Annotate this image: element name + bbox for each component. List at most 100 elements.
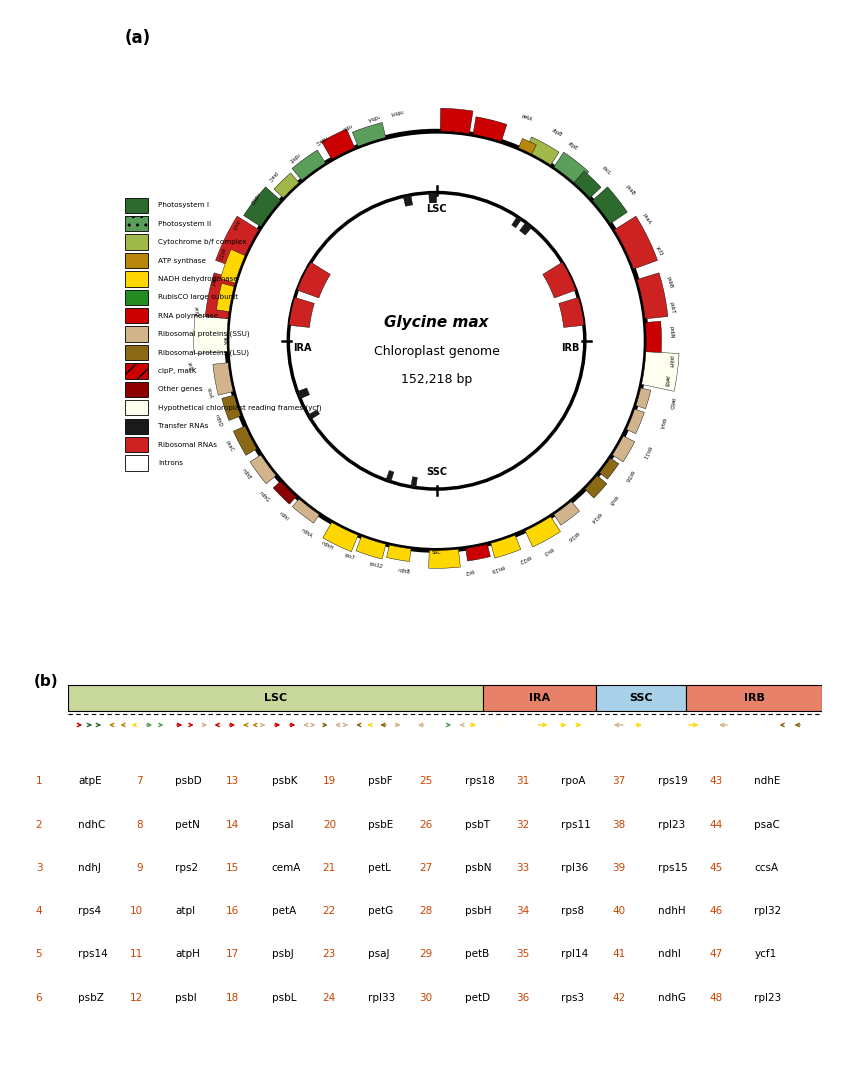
Text: ndhH: ndhH bbox=[389, 109, 403, 115]
Polygon shape bbox=[592, 186, 627, 224]
Text: rps8: rps8 bbox=[562, 906, 585, 916]
Text: psbH: psbH bbox=[465, 906, 491, 916]
Text: ndhA: ndhA bbox=[366, 113, 379, 121]
Bar bbox=[125, 252, 148, 268]
Text: Glycine max: Glycine max bbox=[384, 315, 489, 330]
Bar bbox=[125, 216, 148, 231]
Text: rpl22: rpl22 bbox=[518, 554, 532, 563]
Text: rpl14: rpl14 bbox=[589, 511, 602, 524]
Polygon shape bbox=[645, 322, 662, 360]
Text: LSC: LSC bbox=[264, 692, 288, 703]
Text: psbH: psbH bbox=[668, 355, 674, 367]
Text: 25: 25 bbox=[419, 776, 432, 786]
Polygon shape bbox=[217, 283, 234, 312]
Text: 3: 3 bbox=[36, 863, 42, 873]
Text: psaI: psaI bbox=[271, 820, 293, 830]
Bar bbox=[125, 419, 148, 433]
Text: IRB: IRB bbox=[562, 343, 580, 353]
Polygon shape bbox=[411, 477, 418, 488]
Polygon shape bbox=[627, 409, 645, 433]
Polygon shape bbox=[559, 297, 584, 327]
Text: ycf3: ycf3 bbox=[655, 245, 663, 257]
Text: psbK: psbK bbox=[271, 776, 297, 786]
Text: ycf1: ycf1 bbox=[187, 361, 193, 372]
Polygon shape bbox=[473, 117, 507, 142]
Text: petA: petA bbox=[271, 906, 296, 916]
Text: ATP synthase: ATP synthase bbox=[158, 258, 206, 263]
Text: ndhI: ndhI bbox=[278, 511, 289, 522]
Text: petN: petN bbox=[175, 820, 200, 830]
Text: LSC: LSC bbox=[426, 204, 447, 214]
Text: Photosystem II: Photosystem II bbox=[158, 220, 211, 227]
Text: NADH dehydrogenase: NADH dehydrogenase bbox=[158, 276, 238, 282]
Polygon shape bbox=[323, 522, 358, 552]
Circle shape bbox=[288, 193, 585, 489]
Text: ndhE: ndhE bbox=[241, 468, 252, 480]
Polygon shape bbox=[519, 138, 537, 154]
Text: psbB: psbB bbox=[666, 276, 674, 290]
Text: 19: 19 bbox=[323, 776, 336, 786]
Polygon shape bbox=[274, 173, 299, 198]
Text: rpl32: rpl32 bbox=[217, 247, 226, 261]
Text: ndhG: ndhG bbox=[657, 993, 686, 1002]
Polygon shape bbox=[386, 471, 394, 481]
Polygon shape bbox=[292, 150, 325, 180]
Polygon shape bbox=[213, 363, 233, 395]
Text: 36: 36 bbox=[516, 993, 529, 1002]
Text: 33: 33 bbox=[516, 863, 529, 873]
Polygon shape bbox=[543, 262, 576, 298]
Bar bbox=[125, 381, 148, 397]
Text: atpH: atpH bbox=[175, 949, 200, 960]
Text: 35: 35 bbox=[516, 949, 529, 960]
Text: ndhJ: ndhJ bbox=[79, 863, 101, 873]
Text: Ribosomal RNAs: Ribosomal RNAs bbox=[158, 442, 217, 447]
Polygon shape bbox=[403, 195, 413, 207]
Text: rps4: rps4 bbox=[79, 906, 102, 916]
Text: rpl32: rpl32 bbox=[754, 906, 782, 916]
Text: psbL: psbL bbox=[271, 993, 296, 1002]
Polygon shape bbox=[322, 129, 354, 160]
Text: IRA: IRA bbox=[529, 692, 550, 703]
Circle shape bbox=[330, 233, 544, 448]
Polygon shape bbox=[525, 137, 559, 165]
Polygon shape bbox=[244, 186, 281, 227]
Text: rps3: rps3 bbox=[562, 993, 585, 1002]
Text: 5: 5 bbox=[36, 949, 42, 960]
Polygon shape bbox=[250, 455, 276, 484]
Text: ndhI: ndhI bbox=[657, 949, 681, 960]
Text: (a): (a) bbox=[125, 29, 151, 47]
Text: ccsA: ccsA bbox=[230, 218, 240, 230]
Text: 2: 2 bbox=[36, 820, 42, 830]
Text: rpoA: rpoA bbox=[658, 416, 667, 429]
Text: 28: 28 bbox=[419, 906, 432, 916]
Polygon shape bbox=[356, 537, 386, 559]
Polygon shape bbox=[297, 388, 310, 398]
Text: 24: 24 bbox=[323, 993, 336, 1002]
Text: petL: petL bbox=[368, 863, 391, 873]
Text: 26: 26 bbox=[419, 820, 432, 830]
Polygon shape bbox=[429, 193, 437, 203]
Text: rps14: rps14 bbox=[79, 949, 108, 960]
Polygon shape bbox=[636, 388, 651, 409]
Text: Other genes: Other genes bbox=[158, 387, 203, 392]
Text: rbcL: rbcL bbox=[601, 165, 612, 177]
Text: Transfer RNAs: Transfer RNAs bbox=[158, 423, 208, 429]
Polygon shape bbox=[574, 171, 601, 198]
Circle shape bbox=[181, 85, 693, 596]
Text: 40: 40 bbox=[613, 906, 626, 916]
Text: 34: 34 bbox=[516, 906, 529, 916]
Text: LSC: LSC bbox=[432, 126, 441, 131]
Text: psaA: psaA bbox=[642, 213, 652, 226]
Text: Cytochrome b/f complex: Cytochrome b/f complex bbox=[158, 240, 247, 245]
Text: 27: 27 bbox=[419, 863, 432, 873]
Text: rps11: rps11 bbox=[641, 445, 652, 460]
Polygon shape bbox=[193, 315, 228, 354]
Text: ndhI: ndhI bbox=[340, 122, 352, 131]
Text: 45: 45 bbox=[709, 863, 722, 873]
Text: rps19: rps19 bbox=[657, 776, 687, 786]
Polygon shape bbox=[387, 545, 411, 561]
Text: ccsA: ccsA bbox=[206, 388, 214, 399]
Text: rpl16: rpl16 bbox=[566, 529, 580, 541]
Text: 8: 8 bbox=[136, 820, 143, 830]
Text: 17: 17 bbox=[226, 949, 240, 960]
